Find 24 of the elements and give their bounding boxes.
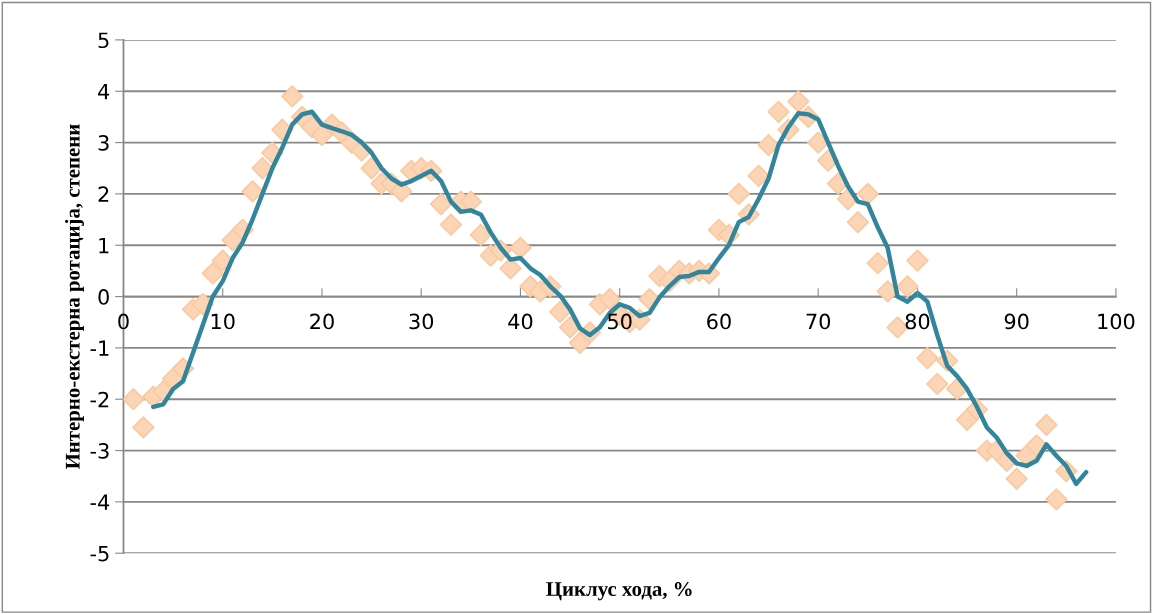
x-tick-label: 20 <box>310 313 334 330</box>
x-tick-label: 100 <box>1098 313 1135 330</box>
y-tick-label: 1 <box>99 237 109 254</box>
y-tick-label: -1 <box>90 340 109 356</box>
y-tick-label: 2 <box>98 186 109 202</box>
x-tick-label: 60 <box>707 313 731 330</box>
x-tick-label: 40 <box>508 313 533 330</box>
x-tick-label: 50 <box>608 313 632 330</box>
y-tick-label: 3 <box>98 135 109 151</box>
y-tick-label: -4 <box>90 494 110 510</box>
y-tick-label: -2 <box>90 391 109 408</box>
x-tick-label: 70 <box>806 313 831 330</box>
y-axis-title: Интерно-екстерна ротација, степени <box>65 124 84 470</box>
y-tick-label: 0 <box>98 289 109 305</box>
y-tick-label: -3 <box>90 443 109 459</box>
y-tick-label: 4 <box>98 83 110 100</box>
x-tick-label: 0 <box>118 313 129 330</box>
y-tick-label: -5 <box>90 545 109 562</box>
x-axis-title: Циклус хода, % <box>546 581 692 601</box>
x-tick-label: 80 <box>905 313 930 330</box>
y-tick-label: 5 <box>98 32 109 49</box>
x-tick-label: 10 <box>211 313 235 330</box>
x-tick-label: 30 <box>409 313 434 330</box>
x-tick-label: 90 <box>1004 313 1029 330</box>
